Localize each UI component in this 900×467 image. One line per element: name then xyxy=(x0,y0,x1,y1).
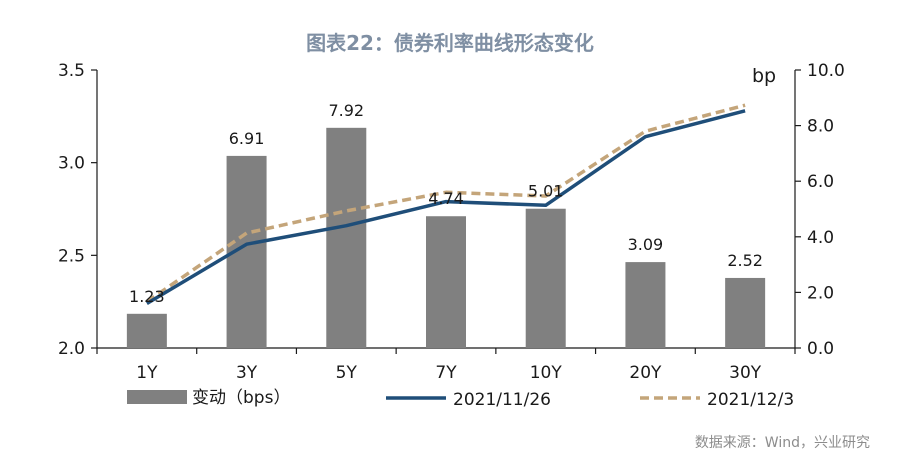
bar xyxy=(525,208,566,348)
bar-value-label: 5.01 xyxy=(528,182,564,201)
legend-label-bars: 变动（bps） xyxy=(192,388,290,408)
left-tick-label: 2.0 xyxy=(58,339,85,359)
x-tick-label: 5Y xyxy=(336,363,358,383)
chart-title: 图表22：债券利率曲线形态变化 xyxy=(306,31,594,55)
left-tick-label: 3.5 xyxy=(58,61,85,81)
left-tick-label: 3.0 xyxy=(58,154,85,174)
bar-value-label: 6.91 xyxy=(229,129,265,148)
x-tick-label: 30Y xyxy=(729,363,762,383)
x-tick-label: 1Y xyxy=(136,363,158,383)
bar-value-label: 7.92 xyxy=(328,101,364,120)
legend-swatch-bars xyxy=(127,390,187,404)
line-2021-11-26 xyxy=(146,109,746,306)
source-note: 数据来源：Wind，兴业研究 xyxy=(695,435,870,451)
right-axis-ticks: 0.0 2.0 4.0 6.0 8.0 10.0 xyxy=(795,61,845,359)
x-tick-label: 7Y xyxy=(435,363,457,383)
line-series xyxy=(145,103,746,306)
bar xyxy=(625,262,666,348)
line-2021-12-3 xyxy=(145,103,746,304)
bar xyxy=(126,313,167,348)
right-tick-label: 2.0 xyxy=(807,283,834,303)
bar-value-label: 3.09 xyxy=(628,235,664,254)
bar-value-label: 4.74 xyxy=(428,189,464,208)
right-tick-label: 10.0 xyxy=(807,61,845,81)
x-tick-label: 20Y xyxy=(629,363,662,383)
x-tick-label: 10Y xyxy=(530,363,563,383)
bar-value-label: 2.52 xyxy=(727,251,763,270)
bar xyxy=(326,127,367,348)
legend: 变动（bps） 2021/11/26 2021/12/3 xyxy=(127,388,794,410)
right-tick-label: 8.0 xyxy=(807,117,834,137)
right-tick-label: 6.0 xyxy=(807,172,834,192)
right-tick-label: 0.0 xyxy=(807,339,834,359)
x-axis-ticks: 1Y 3Y 5Y 7Y 10Y 20Y 30Y xyxy=(96,348,796,383)
left-tick-label: 2.5 xyxy=(58,246,85,266)
right-axis-unit: bp xyxy=(752,65,776,87)
right-tick-label: 4.0 xyxy=(807,228,834,248)
legend-label-line-2: 2021/12/3 xyxy=(707,390,794,410)
x-tick-label: 3Y xyxy=(236,363,258,383)
left-axis-ticks: 2.0 2.5 3.0 3.5 xyxy=(58,61,97,359)
bar-data-labels: 1.23 6.91 7.92 4.74 5.01 3.09 2.52 xyxy=(129,101,763,306)
bar-series xyxy=(126,127,766,348)
bar xyxy=(725,277,766,348)
legend-label-line-1: 2021/11/26 xyxy=(453,390,551,410)
bar xyxy=(426,216,466,348)
bar-value-label: 1.23 xyxy=(129,287,165,306)
